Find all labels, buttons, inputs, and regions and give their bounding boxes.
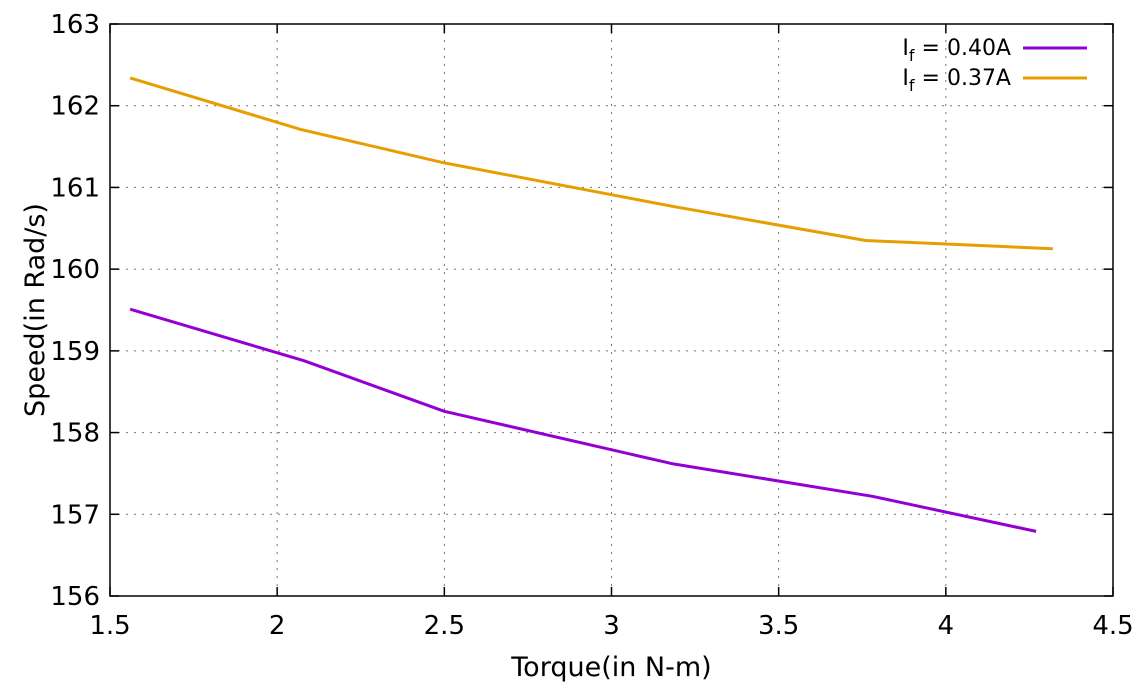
y-tick-label: 159 <box>50 337 100 367</box>
x-tick-label: 4.5 <box>1092 611 1133 641</box>
x-tick-label: 3.5 <box>758 611 799 641</box>
y-tick-label: 157 <box>50 500 100 530</box>
legend-label-subscript: f <box>909 76 915 95</box>
x-tick-label: 2 <box>269 611 286 641</box>
x-tick-label: 1.5 <box>89 611 130 641</box>
y-tick-label: 161 <box>50 173 100 203</box>
legend-label-subscript: f <box>909 46 915 65</box>
axis-ticks <box>109 23 1114 597</box>
grid-lines <box>110 24 1113 596</box>
x-tick-labels: 1.5 2 2.5 3 3.5 4 4.5 <box>89 611 1133 641</box>
x-axis-title: Torque(in N-m) <box>510 652 711 682</box>
legend-label: If = 0.37A <box>902 66 1011 95</box>
y-tick-labels: 156 157 158 159 160 161 162 163 <box>50 10 100 612</box>
legend-entry: If = 0.37A <box>902 66 1087 95</box>
y-tick-label: 163 <box>50 10 100 40</box>
y-axis-title: Speed(in Rad/s) <box>20 203 51 417</box>
legend: If = 0.40A If = 0.37A <box>902 36 1087 95</box>
legend-label: If = 0.40A <box>902 36 1011 65</box>
legend-label-rest: = 0.40A <box>915 36 1011 61</box>
x-tick-label: 3 <box>603 611 620 641</box>
legend-label-main: I <box>902 66 909 91</box>
y-tick-label: 162 <box>50 92 100 122</box>
series-line-0 <box>129 307 1037 533</box>
x-tick-label: 4 <box>938 611 955 641</box>
y-tick-label: 160 <box>50 255 100 285</box>
series-line-1 <box>129 76 1053 251</box>
y-tick-label: 158 <box>50 419 100 449</box>
legend-entry: If = 0.40A <box>902 36 1087 65</box>
plot-frame <box>109 23 1114 597</box>
series-lines <box>129 76 1053 533</box>
x-tick-label: 2.5 <box>424 611 465 641</box>
y-tick-label: 156 <box>50 582 100 612</box>
legend-label-rest: = 0.37A <box>915 66 1011 91</box>
legend-label-main: I <box>902 36 909 61</box>
